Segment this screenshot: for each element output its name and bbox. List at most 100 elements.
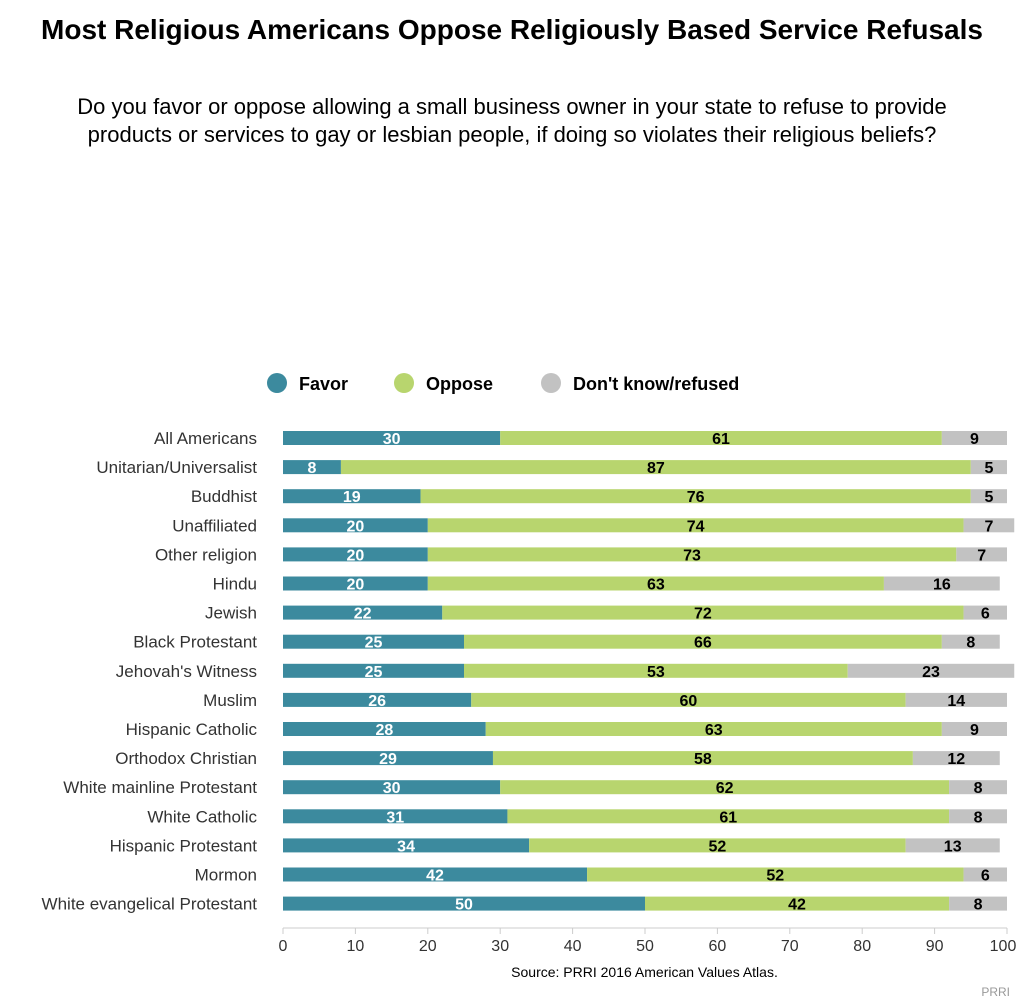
legend-marker-don-t-know-refused [541,373,561,393]
bar-don-t-know-refused-all-americans [941,431,1007,445]
value-label-favor-buddhist: 19 [343,489,361,506]
bar-favor-other-religion [283,547,428,562]
bar-favor-buddhist [283,489,421,504]
value-label-oppose-other-religion: 73 [683,547,701,564]
bar-oppose-black-protestant [464,634,942,649]
x-tick-label-10: 10 [347,938,365,955]
value-label-favor-jehovah-s-witness: 25 [365,664,383,681]
value-label-don-t-know-refused-other-religion: 7 [977,547,986,564]
bar-oppose-other-religion [427,547,957,562]
bar-don-t-know-refused-jewish [963,605,1007,620]
bar-oppose-muslim [471,692,906,707]
category-label-all-americans: All Americans [154,429,257,448]
value-label-oppose-hispanic-protestant: 52 [709,838,727,855]
x-tick-label-40: 40 [564,938,582,955]
legend-label-favor: Favor [299,374,348,394]
value-label-don-t-know-refused-hispanic-catholic: 9 [970,722,979,739]
category-label-hindu: Hindu [213,575,257,594]
chart-subtitle: Do you favor or oppose allowing a small … [77,94,947,147]
category-label-white-evangelical-protestant: White evangelical Protestant [42,895,258,914]
x-tick-label-80: 80 [853,938,871,955]
x-tick-label-30: 30 [491,938,509,955]
value-label-don-t-know-refused-all-americans: 9 [970,431,979,448]
bar-oppose-white-mainline-protestant [500,780,950,795]
bar-favor-unaffiliated [283,518,428,533]
bar-oppose-mormon [587,867,964,882]
bar-oppose-white-catholic [507,809,950,824]
bar-favor-jehovah-s-witness [283,663,464,678]
legend-marker-oppose [394,373,414,393]
value-label-don-t-know-refused-jewish: 6 [981,606,990,623]
category-label-unitarian-universalist: Unitarian/Universalist [96,458,257,477]
bar-oppose-hispanic-protestant [529,838,906,853]
bar-oppose-all-americans [500,431,942,445]
value-label-oppose-mormon: 52 [766,868,784,885]
x-tick-label-50: 50 [636,938,654,955]
value-label-favor-hindu: 20 [347,577,365,594]
bar-oppose-hispanic-catholic [485,722,942,736]
bar-favor-mormon [283,867,588,882]
bar-oppose-unaffiliated [427,518,964,533]
value-label-favor-orthodox-christian: 29 [379,751,397,768]
category-label-unaffiliated: Unaffiliated [172,516,257,535]
value-label-oppose-hispanic-catholic: 63 [705,722,723,739]
value-label-favor-white-evangelical-protestant: 50 [455,897,473,914]
bar-favor-white-evangelical-protestant [283,896,645,911]
bar-don-t-know-refused-white-catholic [949,809,1007,824]
bar-oppose-jewish [442,605,964,620]
x-tick-label-90: 90 [926,938,944,955]
value-label-favor-all-americans: 30 [383,431,401,448]
value-label-don-t-know-refused-black-protestant: 8 [966,635,975,652]
bar-favor-white-mainline-protestant [283,780,501,795]
value-label-favor-muslim: 26 [368,693,386,710]
value-label-favor-white-mainline-protestant: 30 [383,780,401,797]
bars-area: 30 61 9 8 87 5 19 76 5 20 74 7 20 73 7 20 63 16 22 72 6 25 66 8… [283,431,1015,914]
value-label-don-t-know-refused-white-mainline-protestant: 8 [974,780,983,797]
bar-don-t-know-refused-hispanic-protestant [905,838,1000,853]
value-label-favor-jewish: 22 [354,606,372,623]
value-label-favor-hispanic-protestant: 34 [397,838,415,855]
bar-oppose-buddhist [420,489,971,504]
bar-don-t-know-refused-unaffiliated [963,518,1015,533]
x-tick-label-20: 20 [419,938,437,955]
value-label-favor-mormon: 42 [426,868,444,885]
credit-label: PRRI [981,985,1010,999]
category-label-hispanic-catholic: Hispanic Catholic [126,720,258,739]
category-label-muslim: Muslim [203,691,257,710]
bar-favor-hispanic-protestant [283,838,530,853]
legend-marker-favor [267,373,287,393]
value-label-oppose-black-protestant: 66 [694,635,712,652]
category-label-hispanic-protestant: Hispanic Protestant [110,836,258,855]
bar-oppose-unitarian-universalist [340,460,971,475]
value-label-oppose-buddhist: 76 [687,489,705,506]
category-label-other-religion: Other religion [155,545,257,564]
value-label-oppose-unitarian-universalist: 87 [647,460,665,477]
bar-don-t-know-refused-orthodox-christian [912,751,1000,766]
bar-don-t-know-refused-hindu [883,576,1000,591]
value-label-don-t-know-refused-white-catholic: 8 [974,809,983,826]
bar-favor-white-catholic [283,809,508,824]
value-label-oppose-white-mainline-protestant: 62 [716,780,734,797]
bar-favor-muslim [283,692,472,707]
legend-label-oppose: Oppose [426,374,493,394]
bar-don-t-know-refused-other-religion [956,547,1007,562]
category-labels: All Americans Unitarian/Universalist Buddh… [42,429,258,914]
category-label-buddhist: Buddhist [191,487,257,506]
bar-favor-orthodox-christian [283,751,493,766]
bar-don-t-know-refused-muslim [905,692,1007,707]
bar-favor-black-protestant [283,634,464,649]
category-label-mormon: Mormon [195,866,257,885]
bar-don-t-know-refused-mormon [963,867,1007,882]
category-label-orthodox-christian: Orthodox Christian [115,749,257,768]
value-label-oppose-white-evangelical-protestant: 42 [788,897,806,914]
value-label-oppose-all-americans: 61 [712,431,730,448]
value-label-favor-other-religion: 20 [347,547,365,564]
value-label-oppose-hindu: 63 [647,577,665,594]
bar-don-t-know-refused-jehovah-s-witness [847,663,1015,678]
bar-oppose-jehovah-s-witness [464,663,848,678]
category-label-jewish: Jewish [205,604,257,623]
x-tick-label-70: 70 [781,938,799,955]
value-label-favor-white-catholic: 31 [386,809,404,826]
value-label-favor-unaffiliated: 20 [347,518,365,535]
